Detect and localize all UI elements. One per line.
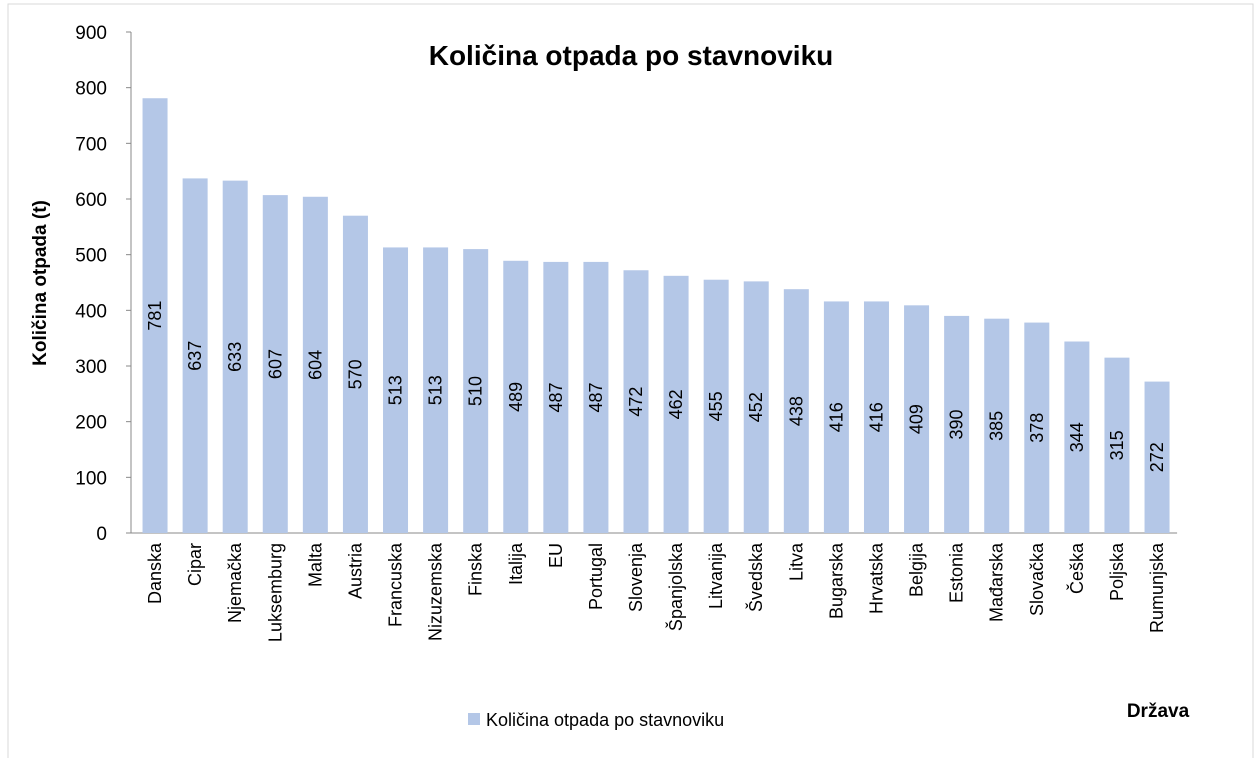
value-label: 462 (666, 389, 686, 419)
value-label: 637 (185, 341, 205, 371)
x-tick-label: Finska (466, 542, 486, 596)
x-tick-label: Slovačka (1027, 542, 1047, 616)
bar (623, 270, 649, 533)
value-label: 416 (866, 402, 886, 432)
value-label: 633 (225, 342, 245, 372)
value-label: 416 (826, 402, 846, 432)
x-tick-label: Poljska (1107, 542, 1127, 601)
x-tick-label: Češka (1066, 542, 1087, 594)
value-label: 438 (786, 396, 806, 426)
x-tick-label: Belgija (907, 542, 927, 597)
value-label: 487 (586, 382, 606, 412)
y-tick-label: 100 (75, 468, 107, 489)
y-tick-label: 500 (75, 246, 107, 267)
x-tick-label: Mađarska (987, 542, 1007, 622)
bar (302, 196, 328, 534)
value-label: 344 (1067, 422, 1087, 452)
bar (222, 180, 248, 533)
y-tick-label: 800 (75, 79, 107, 100)
bar (863, 301, 889, 533)
x-tick-label: Luksemburg (265, 543, 285, 642)
chart-title: Količina otpada po stavnoviku (429, 40, 834, 71)
y-tick-label: 0 (96, 524, 107, 545)
bar (984, 318, 1010, 533)
x-tick-label: Estonia (947, 542, 967, 603)
value-label: 570 (345, 359, 365, 389)
value-label: 378 (1027, 413, 1047, 443)
bar (342, 215, 368, 533)
x-tick-label: Slovenja (626, 542, 646, 612)
x-tick-label: Litvanija (706, 542, 726, 609)
x-tick-label: Italija (506, 542, 526, 585)
bar (383, 247, 409, 533)
value-label: 409 (907, 404, 927, 434)
bar (783, 289, 809, 533)
y-tick-label: 900 (75, 23, 107, 44)
value-label: 472 (626, 387, 646, 417)
value-label: 604 (305, 350, 325, 380)
x-tick-label: Portugal (586, 543, 606, 610)
bar (182, 178, 208, 534)
bar (503, 260, 529, 533)
x-tick-label: EU (546, 543, 566, 568)
x-tick-label: Njemačka (225, 542, 245, 623)
value-label: 315 (1107, 430, 1127, 460)
y-tick-label: 300 (75, 357, 107, 378)
bar (262, 195, 288, 533)
value-label: 781 (145, 301, 165, 331)
y-tick-label: 700 (75, 134, 107, 155)
bar (583, 261, 609, 533)
x-tick-label: Francuska (386, 542, 406, 627)
x-tick-label: Malta (305, 542, 325, 587)
y-tick-label: 600 (75, 190, 107, 211)
bar (904, 305, 930, 533)
value-label: 385 (987, 411, 1007, 441)
y-axis-label: Količina otpada (t) (30, 200, 51, 366)
value-label: 390 (947, 409, 967, 439)
bar (663, 275, 689, 533)
value-label: 510 (466, 376, 486, 406)
value-label: 452 (746, 392, 766, 422)
x-axis-label: Država (1127, 701, 1190, 722)
legend-label: Količina otpada po stavnoviku (486, 710, 724, 730)
x-tick-label: Hrvatska (866, 542, 886, 614)
bar (142, 98, 168, 533)
legend-swatch (468, 713, 480, 725)
bar (543, 261, 569, 533)
value-label: 489 (506, 382, 526, 412)
bar (1024, 322, 1050, 533)
value-label: 513 (426, 375, 446, 405)
bar (743, 281, 769, 533)
value-label: 513 (386, 375, 406, 405)
y-tick-label: 200 (75, 413, 107, 434)
value-label: 455 (706, 391, 726, 421)
x-tick-label: Nizuzemska (426, 542, 446, 641)
x-tick-label: Rumunjska (1147, 542, 1167, 633)
bar (463, 249, 489, 533)
bar (423, 247, 449, 533)
x-tick-label: Litva (786, 542, 806, 581)
y-tick-label: 400 (75, 301, 107, 322)
bar (823, 301, 849, 533)
x-tick-label: Cipar (185, 543, 205, 586)
value-label: 487 (546, 382, 566, 412)
chart-border (7, 3, 1254, 758)
x-tick-label: Danska (145, 542, 165, 604)
bar (944, 315, 970, 533)
bar (1064, 341, 1090, 533)
x-tick-label: Bugarska (826, 542, 846, 619)
bar (703, 279, 729, 533)
value-label: 272 (1147, 442, 1167, 472)
bar (1104, 357, 1130, 533)
value-label: 607 (265, 349, 285, 379)
x-tick-label: Austria (345, 542, 365, 599)
x-tick-label: Švedska (745, 542, 766, 612)
bar (1144, 381, 1170, 533)
x-tick-label: Španjolska (665, 542, 686, 631)
